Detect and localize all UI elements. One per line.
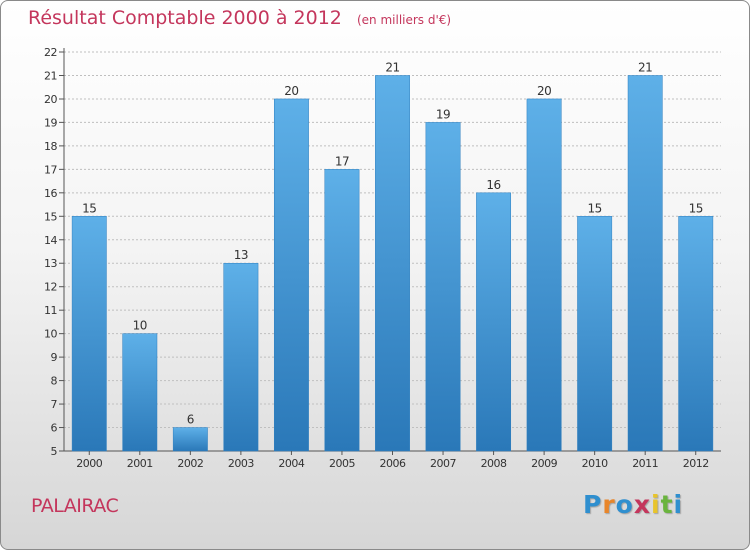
bar-value-label: 17 — [335, 154, 349, 168]
commune-name: PALAIRAC — [31, 495, 119, 517]
bar-value-label: 19 — [436, 107, 450, 121]
x-tick-label: 2005 — [329, 457, 355, 470]
y-tick-label: 10 — [44, 328, 57, 341]
chart-title-text: Résultat Comptable 2000 à 2012 — [28, 7, 342, 29]
bar-value-label: 15 — [588, 201, 602, 215]
bar — [526, 98, 562, 452]
bar — [273, 98, 309, 452]
bar-value-label: 20 — [537, 84, 551, 98]
y-tick-label: 18 — [44, 140, 57, 153]
bar — [324, 169, 360, 452]
bar — [223, 262, 259, 452]
y-tick-label: 20 — [44, 93, 57, 106]
logo-letter: o — [615, 490, 634, 519]
y-tick-label: 7 — [51, 398, 58, 411]
logo-letter: P — [583, 490, 603, 519]
x-tick-label: 2002 — [177, 457, 203, 470]
x-tick-label: 2009 — [531, 457, 557, 470]
y-tick-label: 11 — [44, 304, 57, 317]
bar-value-label: 21 — [638, 60, 652, 74]
bar — [375, 75, 410, 452]
y-tick-label: 13 — [44, 257, 57, 270]
y-tick-label: 22 — [44, 46, 57, 59]
y-tick-label: 9 — [51, 351, 58, 364]
bar-value-label: 15 — [82, 201, 96, 215]
y-tick-label: 21 — [44, 69, 57, 82]
bar-value-label: 16 — [486, 178, 500, 192]
logo-letter: r — [602, 490, 616, 519]
y-tick-label: 6 — [51, 422, 58, 435]
bar — [425, 122, 461, 452]
bar-value-label: 6 — [187, 413, 194, 427]
bar — [577, 216, 613, 452]
bar-value-label: 20 — [284, 84, 298, 98]
x-tick-label: 2011 — [632, 457, 658, 470]
y-tick-label: 12 — [44, 281, 57, 294]
x-tick-label: 2001 — [127, 457, 153, 470]
logo-letter: x — [633, 490, 651, 519]
x-tick-label: 2004 — [278, 457, 304, 470]
x-tick-label: 2000 — [76, 457, 102, 470]
x-tick-label: 2010 — [582, 457, 608, 470]
logo-letter: i — [651, 490, 661, 519]
bar — [172, 427, 208, 452]
bar-value-label: 13 — [234, 248, 248, 262]
y-tick-label: 17 — [44, 163, 57, 176]
x-tick-label: 2006 — [380, 457, 406, 470]
chart-title: Résultat Comptable 2000 à 2012 (en milli… — [28, 7, 451, 29]
bar — [476, 192, 512, 452]
x-tick-label: 2003 — [228, 457, 254, 470]
bar — [71, 216, 107, 452]
y-tick-label: 14 — [44, 234, 57, 247]
bar — [122, 333, 158, 452]
y-tick-label: 15 — [44, 210, 57, 223]
bar-value-label: 21 — [385, 60, 399, 74]
x-tick-label: 2007 — [430, 457, 456, 470]
x-tick-label: 2012 — [683, 457, 709, 470]
y-tick-label: 5 — [51, 445, 58, 458]
chart-unit-label: (en milliers d'€) — [356, 13, 452, 27]
x-tick-label: 2008 — [481, 457, 507, 470]
bar-value-label: 15 — [689, 201, 703, 215]
bar — [678, 216, 714, 452]
logo-letter: t — [660, 490, 674, 519]
y-tick-label: 19 — [44, 116, 57, 129]
y-tick-label: 8 — [51, 375, 58, 388]
bar-value-label: 10 — [133, 319, 147, 333]
proxiti-logo: Proxiti — [583, 490, 683, 519]
y-tick-label: 16 — [44, 187, 57, 200]
bar — [627, 75, 663, 452]
logo-letter: i — [673, 490, 684, 519]
